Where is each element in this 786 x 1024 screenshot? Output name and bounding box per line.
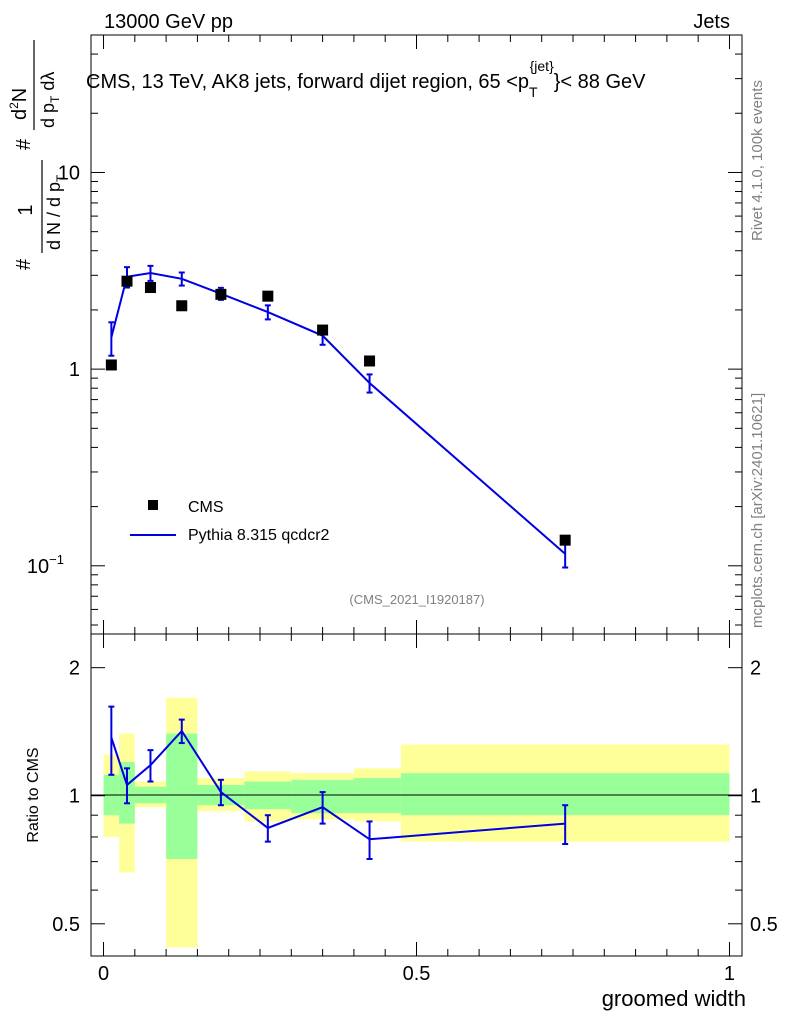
header-energy-label: 13000 GeV pp xyxy=(104,11,233,33)
main-data-marks xyxy=(105,264,571,569)
ratio-y-tick-label: 1 xyxy=(69,786,80,808)
ylabel-one: 1 xyxy=(15,204,37,215)
cms-data-point xyxy=(121,275,133,287)
plot-title: CMS, 13 TeV, AK8 jets, forward dijet reg… xyxy=(86,58,646,100)
main-y-tick-label: 10−1 xyxy=(27,552,64,578)
main-y-axis-label: # 1 d N / d pT # d2N d pT dλ xyxy=(7,40,68,270)
ratio-band-green xyxy=(353,778,401,814)
plot-title-sup: {jet} xyxy=(530,58,554,74)
x-axis-label: groomed width xyxy=(602,986,746,1011)
legend-marker-cms xyxy=(148,500,158,510)
ratio-y-tick-label-right: 0.5 xyxy=(750,914,778,936)
ratio-y-tick-label-right: 1 xyxy=(750,786,761,808)
cms-data-point xyxy=(144,282,156,294)
x-tick-label: 0.5 xyxy=(403,963,431,985)
ylabel-hash1: # xyxy=(13,258,35,270)
x-tick-label: 1 xyxy=(724,963,735,985)
ratio-band-green xyxy=(166,733,198,860)
cms-data-point xyxy=(559,534,571,546)
cms-data-point xyxy=(364,355,376,367)
legend-label-cms: CMS xyxy=(188,499,224,516)
main-y-tick-label: 10 xyxy=(58,162,80,184)
legend: CMS Pythia 8.315 qcdcr2 xyxy=(130,499,330,544)
ratio-axis-ticks: 0.5 0.5 1 1 2 2 0 0.5 1 xyxy=(52,634,778,985)
plot-title-main: CMS, 13 TeV, AK8 jets, forward dijet reg… xyxy=(86,71,529,93)
header-jets-label: Jets xyxy=(693,11,730,33)
ylabel-hash2: # xyxy=(13,138,35,150)
ylabel-frac-den: d N / d pT xyxy=(44,174,68,250)
main-panel: CMS, 13 TeV, AK8 jets, forward dijet reg… xyxy=(27,34,743,635)
ratio-y-tick-label: 0.5 xyxy=(52,914,80,936)
ratio-data-marks xyxy=(108,705,569,861)
ratio-panel: 0.5 0.5 1 1 2 2 0 0.5 1 xyxy=(52,633,778,985)
ratio-y-tick-label-right: 2 xyxy=(750,658,761,680)
ratio-y-tick-label: 2 xyxy=(69,658,80,680)
ylabel-num2: d2N xyxy=(7,88,31,120)
legend-label-pythia: Pythia 8.315 qcdcr2 xyxy=(188,527,330,544)
analysis-id-label: (CMS_2021_I1920187) xyxy=(349,592,484,607)
x-tick-label: 0 xyxy=(98,963,109,985)
ratio-uncertainty-bands xyxy=(103,697,730,948)
cms-data-point xyxy=(105,359,117,371)
pythia-line xyxy=(110,272,566,555)
cms-data-point xyxy=(176,300,188,312)
main-plot-frame xyxy=(90,34,743,635)
cms-data-point xyxy=(215,288,227,300)
main-y-tick-label: 1 xyxy=(69,359,80,381)
cms-data-point xyxy=(262,290,274,302)
main-axis-ticks: 10−1 1 10 xyxy=(27,34,742,634)
ratio-y-axis-label: Ratio to CMS xyxy=(25,747,42,842)
plot-title-tail: }< 88 GeV xyxy=(554,71,646,93)
plot-title-sub: T xyxy=(529,84,538,100)
rivet-version-label: Rivet 4.1.0, 100k events xyxy=(749,80,766,241)
ylabel-den2: d pT dλ xyxy=(38,72,62,128)
cms-data-point xyxy=(317,324,329,336)
mcplots-label: mcplots.cern.ch [arXiv:2401.10621] xyxy=(749,393,766,628)
